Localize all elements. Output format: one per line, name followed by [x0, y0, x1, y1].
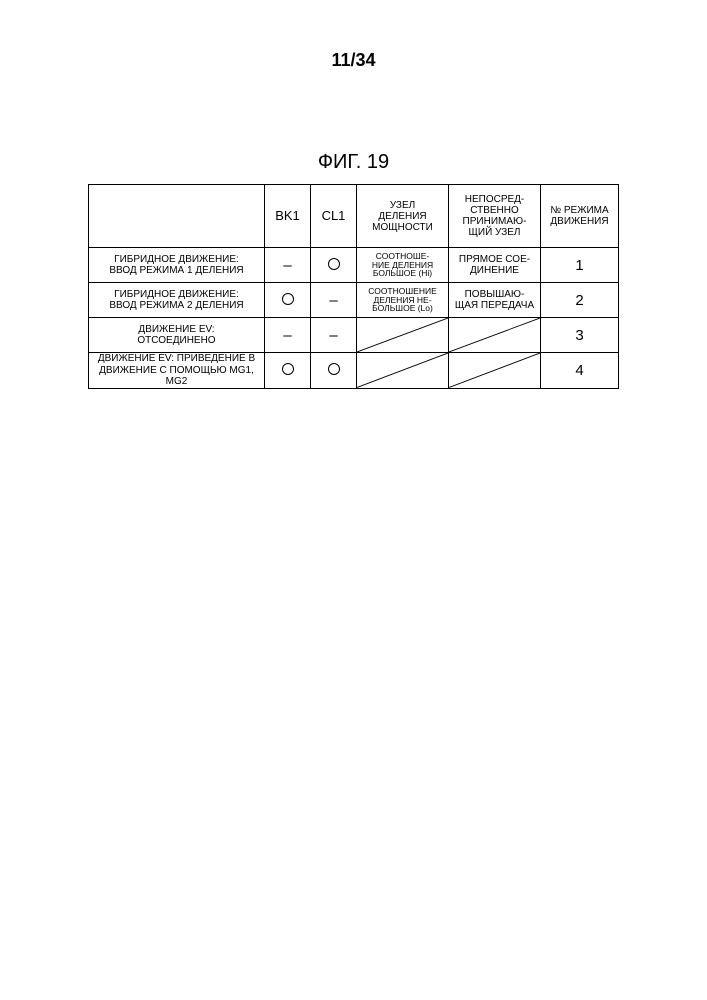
cell-mode-number: 4: [541, 353, 619, 389]
slash-icon: [357, 353, 448, 388]
cell-cl1: [311, 353, 357, 389]
cell-bk1: –: [265, 248, 311, 283]
header-receiving-unit: НЕПОСРЕД-СТВЕННОПРИНИМАЮ-ЩИЙ УЗЕЛ: [449, 185, 541, 248]
cell-bk1: [265, 283, 311, 318]
cell-receiving-slash: [449, 353, 541, 389]
cell-mode-number: 1: [541, 248, 619, 283]
cell-receiving: ПРЯМОЕ СОЕ-ДИНЕНИЕ: [449, 248, 541, 283]
cell-receiving-slash: [449, 318, 541, 353]
page: 11/34 ФИГ. 19 BK1 CL1 УЗЕЛДЕЛЕНИЯМОЩНОСТ…: [0, 0, 707, 1000]
cell-receiving: ПОВЫШАЮ-ЩАЯ ПЕРЕДАЧА: [449, 283, 541, 318]
cell-cl1: [311, 248, 357, 283]
cell-cl1: –: [311, 283, 357, 318]
slash-icon: [449, 353, 540, 388]
cell-mode-number: 2: [541, 283, 619, 318]
table-row: ДВИЖЕНИЕ EV: ПРИВЕДЕНИЕ ВДВИЖЕНИЕ С ПОМО…: [89, 353, 619, 389]
circle-icon: [328, 363, 340, 375]
cell-power-split-slash: [357, 353, 449, 389]
cell-cl1: –: [311, 318, 357, 353]
circle-icon: [328, 258, 340, 270]
header-mode-number: № РЕЖИМАДВИЖЕНИЯ: [541, 185, 619, 248]
header-bk1: BK1: [265, 185, 311, 248]
table-row: ГИБРИДНОЕ ДВИЖЕНИЕ:ВВОД РЕЖИМА 1 ДЕЛЕНИЯ…: [89, 248, 619, 283]
cell-description: ДВИЖЕНИЕ EV: ПРИВЕДЕНИЕ ВДВИЖЕНИЕ С ПОМО…: [89, 353, 265, 389]
header-power-split-unit: УЗЕЛДЕЛЕНИЯМОЩНОСТИ: [357, 185, 449, 248]
cell-description: ГИБРИДНОЕ ДВИЖЕНИЕ:ВВОД РЕЖИМА 2 ДЕЛЕНИЯ: [89, 283, 265, 318]
cell-power-split-slash: [357, 318, 449, 353]
cell-description: ГИБРИДНОЕ ДВИЖЕНИЕ:ВВОД РЕЖИМА 1 ДЕЛЕНИЯ: [89, 248, 265, 283]
cell-mode-number: 3: [541, 318, 619, 353]
slash-icon: [357, 318, 448, 352]
cell-power-split: СООТНОШЕНИЕДЕЛЕНИЯ НЕ-БОЛЬШОЕ (Lo): [357, 283, 449, 318]
slash-icon: [449, 318, 540, 352]
header-description: [89, 185, 265, 248]
table-row: ГИБРИДНОЕ ДВИЖЕНИЕ:ВВОД РЕЖИМА 2 ДЕЛЕНИЯ…: [89, 283, 619, 318]
table-container: BK1 CL1 УЗЕЛДЕЛЕНИЯМОЩНОСТИ НЕПОСРЕД-СТВ…: [0, 184, 707, 389]
circle-icon: [282, 363, 294, 375]
cell-bk1: [265, 353, 311, 389]
cell-bk1: –: [265, 318, 311, 353]
table-row: ДВИЖЕНИЕ EV:ОТСОЕДИНЕНО – – 3: [89, 318, 619, 353]
cell-description: ДВИЖЕНИЕ EV:ОТСОЕДИНЕНО: [89, 318, 265, 353]
table-header-row: BK1 CL1 УЗЕЛДЕЛЕНИЯМОЩНОСТИ НЕПОСРЕД-СТВ…: [89, 185, 619, 248]
page-number: 11/34: [0, 50, 707, 71]
circle-icon: [282, 293, 294, 305]
cell-power-split: СООТНОШЕ-НИЕ ДЕЛЕНИЯБОЛЬШОЕ (Hi): [357, 248, 449, 283]
header-cl1: CL1: [311, 185, 357, 248]
driving-modes-table: BK1 CL1 УЗЕЛДЕЛЕНИЯМОЩНОСТИ НЕПОСРЕД-СТВ…: [88, 184, 619, 389]
figure-title: ФИГ. 19: [0, 151, 707, 174]
